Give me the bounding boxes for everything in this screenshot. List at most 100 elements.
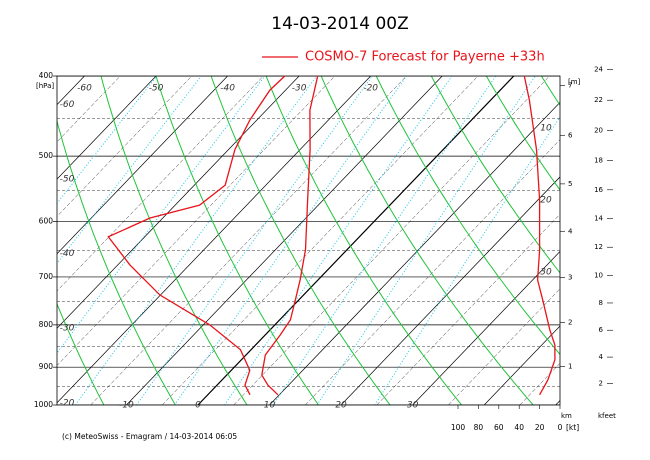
isotherm: [57, 76, 85, 106]
y-tick-label: 700: [39, 272, 54, 281]
height-tick-label: 4: [568, 227, 573, 235]
wind-tick-label: 80: [474, 423, 484, 432]
isotherm-label: -40: [60, 249, 75, 259]
wind-panel-label: 20: [540, 196, 552, 206]
dry-adiabat: [265, 76, 462, 405]
plot-frame: [56, 75, 561, 406]
isotherm: [305, 139, 560, 405]
height-unit: [m]: [568, 78, 581, 86]
dry-adiabat: [430, 76, 560, 274]
height-tick-label: 3: [568, 273, 572, 281]
chart-title: 14-03-2014 00Z: [271, 14, 408, 34]
height-tick-label: 6: [568, 131, 573, 139]
feet-tick-label: 22: [594, 96, 603, 104]
isotherm-label: -30: [60, 324, 75, 334]
isotherm: [412, 250, 560, 405]
x-tick-label: 0: [195, 401, 201, 411]
profile-line: [107, 75, 286, 396]
isotherm: [340, 176, 560, 405]
feet-tick-label: 14: [594, 215, 603, 223]
feet-tick-label: 24: [594, 65, 603, 73]
isotherm-label: -60: [60, 100, 75, 110]
legend-text: COSMO-7 Forecast for Payerne +33h: [305, 50, 545, 65]
dry-adiabat: [100, 76, 248, 405]
height-tick-label: 7: [568, 81, 572, 89]
mixing-ratio: [224, 76, 453, 405]
height-unit-label: km: [561, 412, 572, 420]
wind-tick-label: 20: [535, 423, 545, 432]
feet-tick-label: 6: [599, 326, 604, 334]
isotherm-label: -50: [60, 175, 75, 185]
height-tick-label: 5: [568, 180, 572, 188]
isotherm: [57, 76, 264, 292]
isotherm-label: -30: [292, 84, 307, 94]
mixing-ratio: [57, 76, 158, 205]
mixing-ratio: [136, 76, 373, 405]
dry-adiabat: [597, 76, 650, 405]
height-tick-label: 1: [568, 363, 572, 371]
isotherm: [376, 213, 560, 405]
mixing-ratio: [57, 76, 266, 354]
background-lines: [0, 76, 650, 405]
wind-tick-label: 60: [494, 423, 504, 432]
feet-unit-label: kfeet: [598, 412, 616, 420]
isotherm: [57, 76, 336, 366]
isotherm: [0, 76, 49, 405]
height-tick-label: 2: [568, 319, 572, 327]
y-tick-label: 400: [39, 71, 54, 80]
isotherm: [57, 76, 157, 180]
isotherm-label: -60: [77, 84, 92, 94]
isotherm: [0, 76, 13, 405]
isotherm: [627, 76, 650, 405]
isotherm: [162, 76, 479, 405]
wind-tick-label: 0: [558, 423, 563, 432]
y-tick-label: 800: [39, 320, 54, 329]
isotherm: [57, 76, 371, 404]
feet-tick-label: 18: [594, 156, 603, 164]
dry-adiabat: [0, 76, 32, 405]
dry-adiabat: [320, 76, 534, 405]
isotherm-label: -50: [149, 84, 164, 94]
isotherm: [57, 76, 300, 329]
mixing-ratio: [174, 76, 408, 405]
dry-adiabat: [155, 76, 319, 405]
y-tick-label: 500: [39, 151, 54, 160]
x-tick-label: -10: [119, 401, 134, 411]
feet-tick-label: 20: [594, 127, 603, 135]
isotherm: [233, 76, 550, 405]
wind-panel-label: 30: [540, 268, 552, 278]
y-unit: [hPa]: [36, 82, 54, 90]
dry-adiabat: [540, 76, 560, 107]
wind-speed-line: [523, 75, 556, 396]
y-tick-label: 600: [39, 217, 54, 226]
x-tick-label: 10: [264, 401, 276, 411]
isotherm: [57, 76, 228, 255]
feet-tick-label: 16: [594, 186, 603, 194]
wind-unit: [kt]: [566, 423, 579, 432]
dry-adiabat: [57, 302, 105, 405]
isotherm: [483, 325, 560, 405]
y-tick-label: 900: [39, 362, 54, 371]
isotherm: [197, 76, 515, 405]
mixing-ratio: [272, 76, 497, 405]
footer: (c) MeteoSwiss - Emagram / 14-03-2014 06…: [62, 432, 237, 441]
isotherm: [57, 76, 192, 217]
dry-adiabat: [210, 76, 391, 405]
isotherm: [90, 76, 407, 405]
feet-tick-label: 4: [599, 353, 604, 361]
feet-tick-label: 12: [594, 243, 603, 251]
wind-tick-label: 40: [514, 423, 524, 432]
wind-panel-label: 10: [540, 124, 552, 134]
dry-adiabat: [57, 119, 176, 405]
feet-tick-label: 10: [594, 271, 603, 279]
isotherm: [57, 76, 121, 143]
feet-tick-label: 8: [599, 299, 603, 307]
dry-adiabat: [485, 76, 560, 191]
x-tick-label: 20: [335, 401, 347, 411]
isotherm-label: -20: [60, 398, 75, 408]
isotherm: [269, 101, 560, 405]
isotherm-label: -20: [363, 84, 378, 94]
isotherm-label: -40: [220, 84, 235, 94]
feet-tick-label: 2: [599, 380, 603, 388]
